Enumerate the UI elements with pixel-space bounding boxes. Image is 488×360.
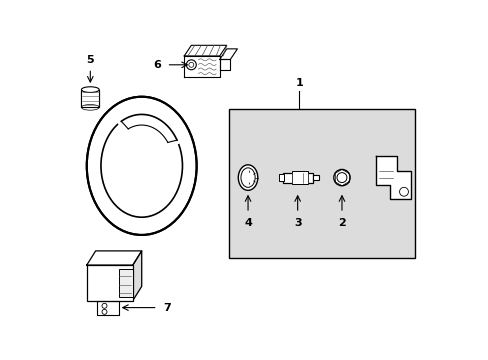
Text: 6: 6 [153,60,161,70]
Ellipse shape [81,87,99,93]
Text: 3: 3 [293,219,301,228]
Ellipse shape [333,170,349,186]
Bar [81,90,99,107]
Bar [86,265,133,301]
Bar [119,269,133,297]
Ellipse shape [238,165,257,190]
Bar [279,174,284,181]
Text: 2: 2 [337,219,345,228]
Text: 7: 7 [163,303,170,312]
Bar [282,173,312,183]
Polygon shape [375,156,410,199]
Bar [292,171,307,184]
Polygon shape [133,251,142,301]
Text: 4: 4 [244,219,251,228]
Polygon shape [86,251,142,265]
Polygon shape [97,301,119,315]
Ellipse shape [86,97,196,235]
Ellipse shape [101,114,182,217]
Text: 5: 5 [86,55,94,65]
Bar [228,109,414,258]
Text: 1: 1 [295,78,303,88]
Polygon shape [184,56,219,77]
Polygon shape [184,45,226,56]
Bar [312,175,319,180]
Polygon shape [219,59,230,70]
Polygon shape [219,49,237,59]
